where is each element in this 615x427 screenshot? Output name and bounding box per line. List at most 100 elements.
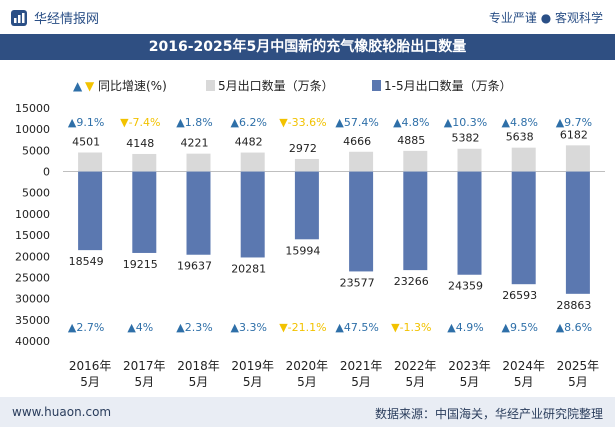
x-tick-label: 5月 xyxy=(189,375,209,389)
monthly-value-label: 4501 xyxy=(72,135,100,148)
monthly-bar xyxy=(349,151,374,172)
monthly-bar xyxy=(186,153,211,172)
monthly-growth-label: ▲57.4% xyxy=(335,116,378,129)
monthly-bar xyxy=(132,153,157,172)
cumulative-growth-label: ▼-21.1% xyxy=(279,321,326,334)
cumulative-value-label: 20281 xyxy=(231,262,266,275)
cumulative-bar xyxy=(457,171,482,275)
monthly-growth-label: ▲10.3% xyxy=(444,116,487,129)
cumulative-value-label: 15994 xyxy=(285,244,320,257)
monthly-value-label: 5638 xyxy=(506,131,534,144)
brand-name: 华经情报网 xyxy=(34,12,100,27)
slogan: 专业严谨 ● 客观科学 xyxy=(488,11,603,25)
x-tick-label: 5月 xyxy=(80,375,100,389)
y-tick-label: 5000 xyxy=(22,187,50,200)
legend-growth-label: 同比增速(%) xyxy=(98,79,167,93)
y-tick-label: 0 xyxy=(43,166,50,179)
cumulative-bar xyxy=(240,171,265,258)
data-source: 数据来源：中国海关，华经产业研究院整理 xyxy=(374,407,603,421)
y-tick-label: 10000 xyxy=(15,123,50,136)
monthly-growth-label: ▲9.1% xyxy=(68,116,104,129)
footer: www.huaon.com 数据来源：中国海关，华经产业研究院整理 xyxy=(0,397,615,427)
cumulative-growth-label: ▲9.5% xyxy=(501,321,537,334)
bars xyxy=(78,145,590,294)
x-tick-label: 5月 xyxy=(514,375,534,389)
y-tick-label: 35000 xyxy=(15,314,50,327)
brand-logo: 华经情报网 xyxy=(10,8,99,27)
chart: ▲ ▼ 同比增速(%) 5月出口数量（万条） 1-5月出口数量（万条） 15000 100… xyxy=(15,78,605,389)
legend-cumulative-label: 1-5月出口数量（万条） xyxy=(384,78,512,93)
monthly-value-label: 6182 xyxy=(560,128,588,141)
cumulative-value-label: 28863 xyxy=(556,299,591,312)
y-tick-label: 5000 xyxy=(22,144,50,157)
legend-cumulative-swatch xyxy=(372,80,381,91)
y-tick-label: 10000 xyxy=(15,208,50,221)
top-bar: 华经情报网 专业严谨 ● 客观科学 xyxy=(0,0,615,34)
x-tick-label: 5月 xyxy=(134,375,154,389)
cumulative-value-label: 23266 xyxy=(394,275,429,288)
cumulative-value-label: 19637 xyxy=(177,260,212,273)
x-tick-label: 5月 xyxy=(405,375,425,389)
x-tick-label: 5月 xyxy=(460,375,480,389)
monthly-value-label: 4885 xyxy=(397,134,425,147)
cumulative-growth-label: ▲4.9% xyxy=(447,321,483,334)
cumulative-bar xyxy=(565,171,590,294)
cumulative-bar xyxy=(132,171,157,253)
x-tick-label: 2018年 xyxy=(177,359,220,373)
x-tick-label: 5月 xyxy=(243,375,263,389)
monthly-growth-label: ▲1.8% xyxy=(176,116,212,129)
website-link[interactable]: www.huaon.com xyxy=(12,405,112,419)
x-tick-label: 2024年 xyxy=(502,359,545,373)
cumulative-growth-label: ▼-1.3% xyxy=(391,321,431,334)
cumulative-growth-label: ▲47.5% xyxy=(335,321,378,334)
cumulative-value-label: 18549 xyxy=(69,255,104,268)
cumulative-growth-label: ▲2.3% xyxy=(176,321,212,334)
cumulative-value-label: 26593 xyxy=(502,289,537,302)
cumulative-bar xyxy=(186,171,211,255)
monthly-value-label: 5382 xyxy=(452,132,480,145)
cumulative-bar xyxy=(403,171,428,271)
monthly-value-label: 4221 xyxy=(181,137,209,150)
x-tick-label: 5月 xyxy=(297,375,317,389)
cumulative-bar xyxy=(294,171,319,240)
monthly-growth-label: ▼-33.6% xyxy=(279,116,326,129)
monthly-value-label: 2972 xyxy=(289,142,317,155)
legend-down-marker: ▼ xyxy=(85,79,95,93)
chart-title: 2016-2025年5月中国新的充气橡胶轮胎出口数量 xyxy=(0,34,615,60)
y-tick-label: 15000 xyxy=(15,229,50,242)
monthly-bar xyxy=(511,147,536,172)
monthly-growth-label: ▲6.2% xyxy=(230,116,266,129)
x-tick-label: 2021年 xyxy=(340,359,383,373)
x-axis: 2016年 5月 2017年 5月 2018年 5月 2019年 5月 2020年 5月 2021年… xyxy=(69,359,599,389)
monthly-value-label: 4482 xyxy=(235,136,263,149)
cumulative-growth-label: ▲3.3% xyxy=(230,321,266,334)
legend-monthly-label: 5月出口数量（万条） xyxy=(218,78,334,93)
logo-icon xyxy=(11,9,27,26)
monthly-bar xyxy=(565,145,590,172)
x-tick-label: 5月 xyxy=(568,375,588,389)
x-tick-label: 2020年 xyxy=(286,359,329,373)
monthly-growth-label: ▲4.8% xyxy=(393,116,429,129)
cumulative-bar xyxy=(349,171,374,272)
legend-up-marker: ▲ xyxy=(73,79,83,93)
legend: ▲ ▼ 同比增速(%) 5月出口数量（万条） 1-5月出口数量（万条） xyxy=(73,78,512,93)
monthly-bar xyxy=(78,152,103,172)
cumulative-value-label: 23577 xyxy=(340,276,375,289)
x-tick-label: 2025年 xyxy=(557,359,600,373)
monthly-growth-label: ▲4.8% xyxy=(501,116,537,129)
data-labels: 4501 18549 ▲9.1% ▲2.7% 4148 19215 ▼-7.4% ▲4% 422… xyxy=(68,116,592,334)
y-tick-label: 30000 xyxy=(15,293,50,306)
cumulative-growth-label: ▲4% xyxy=(127,321,153,334)
cumulative-growth-label: ▲2.7% xyxy=(68,321,104,334)
y-tick-label: 20000 xyxy=(15,250,50,263)
legend-monthly-swatch xyxy=(206,80,215,91)
monthly-value-label: 4666 xyxy=(343,135,371,148)
monthly-bar xyxy=(403,150,428,172)
cumulative-growth-label: ▲8.6% xyxy=(556,321,592,334)
monthly-bar xyxy=(294,158,319,172)
monthly-growth-label: ▲9.7% xyxy=(556,116,592,129)
monthly-bar xyxy=(457,148,482,172)
y-tick-label: 25000 xyxy=(15,271,50,284)
monthly-growth-label: ▼-7.4% xyxy=(120,116,160,129)
y-axis: 15000 10000 5000 0 5000 10000 15000 20000 25000 3… xyxy=(15,102,605,348)
